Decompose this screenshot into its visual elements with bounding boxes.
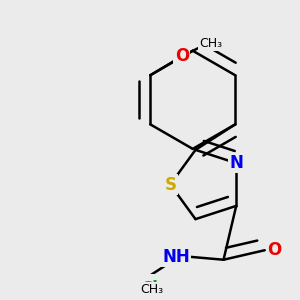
Text: CH₃: CH₃ bbox=[140, 283, 164, 296]
Text: CH₃: CH₃ bbox=[199, 37, 222, 50]
Text: Cl: Cl bbox=[140, 280, 158, 298]
Text: O: O bbox=[175, 47, 189, 65]
Text: O: O bbox=[267, 241, 281, 259]
Text: S: S bbox=[164, 176, 176, 194]
Text: NH: NH bbox=[162, 248, 190, 266]
Text: N: N bbox=[229, 154, 243, 172]
